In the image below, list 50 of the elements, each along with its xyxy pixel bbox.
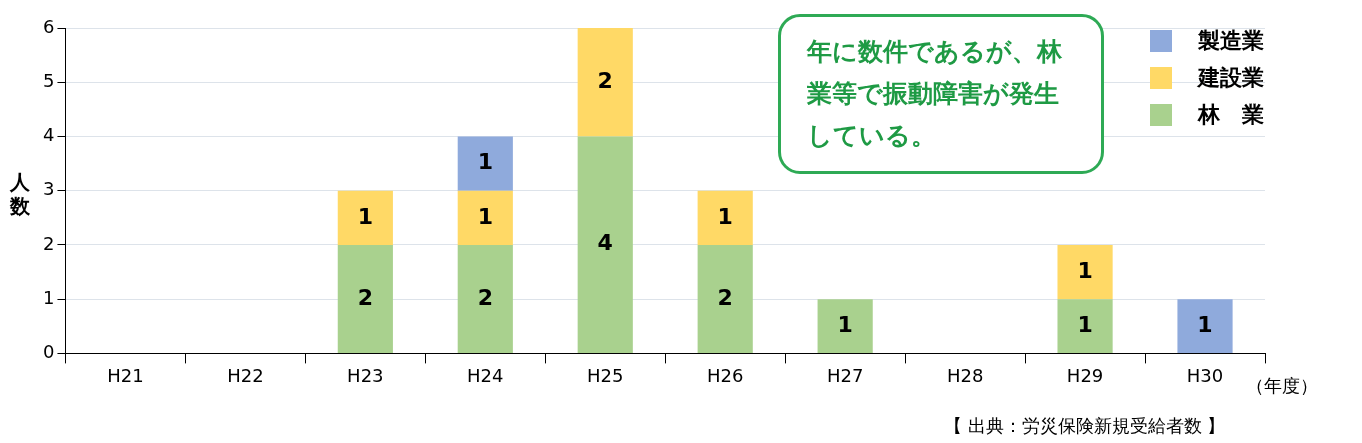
- data-label: 1: [1197, 311, 1213, 337]
- bar: [577, 136, 633, 353]
- data-label: 2: [717, 284, 733, 310]
- legend-label: 製造業: [1198, 26, 1264, 55]
- data-label: 1: [477, 203, 493, 229]
- bar: [1057, 299, 1113, 353]
- data-label: 1: [357, 203, 373, 229]
- data-label: 1: [1077, 311, 1093, 337]
- bar: [817, 299, 873, 353]
- bar: [1177, 299, 1233, 353]
- data-label: 1: [1077, 257, 1093, 283]
- x-tick-label: H23: [347, 364, 384, 386]
- y-axis-title: 人数: [9, 170, 31, 218]
- x-tick-label: H27: [826, 364, 864, 386]
- bar: [457, 136, 513, 191]
- x-tick-label: H28: [946, 364, 984, 386]
- data-label: 2: [477, 284, 493, 310]
- bar: [457, 190, 513, 245]
- data-label: 2: [597, 67, 613, 93]
- x-tick-label: H22: [227, 364, 264, 386]
- x-tick-label: H30: [1186, 364, 1224, 386]
- y-tick-label: 3: [43, 178, 55, 200]
- data-label: 1: [837, 311, 853, 337]
- bar: [337, 190, 393, 245]
- bar: [457, 244, 513, 353]
- data-label: 1: [477, 149, 493, 175]
- legend-label: 林 業: [1198, 100, 1264, 129]
- text: 【 出典：労災保険新規受給者数 】: [944, 414, 1226, 438]
- y-tick-label: 6: [43, 15, 55, 37]
- bar: [697, 244, 753, 353]
- y-tick-label: 5: [43, 69, 55, 91]
- legend-label: 建設業: [1198, 63, 1264, 92]
- y-tick-label: 1: [43, 286, 55, 308]
- x-tick-label: H25: [587, 364, 624, 386]
- bar: [577, 28, 633, 137]
- y-tick-label: 2: [43, 232, 55, 254]
- x-tick-label: H21: [107, 364, 144, 386]
- x-tick-label: H29: [1066, 364, 1104, 386]
- x-tick-label: H26: [706, 364, 744, 386]
- data-label: 2: [357, 284, 373, 310]
- data-label: 1: [717, 203, 733, 229]
- x-axis-title: （年度）: [1246, 374, 1318, 398]
- bar: [1057, 244, 1113, 300]
- bar: [697, 190, 753, 245]
- y-tick-label: 4: [43, 124, 55, 146]
- data-label: 4: [597, 230, 613, 256]
- y-tick-label: 0: [43, 341, 55, 363]
- bar: [337, 244, 393, 353]
- annotation: 年に数件であるが、林業等で振動障害が発生している。: [778, 14, 1104, 174]
- x-tick-label: H24: [467, 364, 504, 386]
